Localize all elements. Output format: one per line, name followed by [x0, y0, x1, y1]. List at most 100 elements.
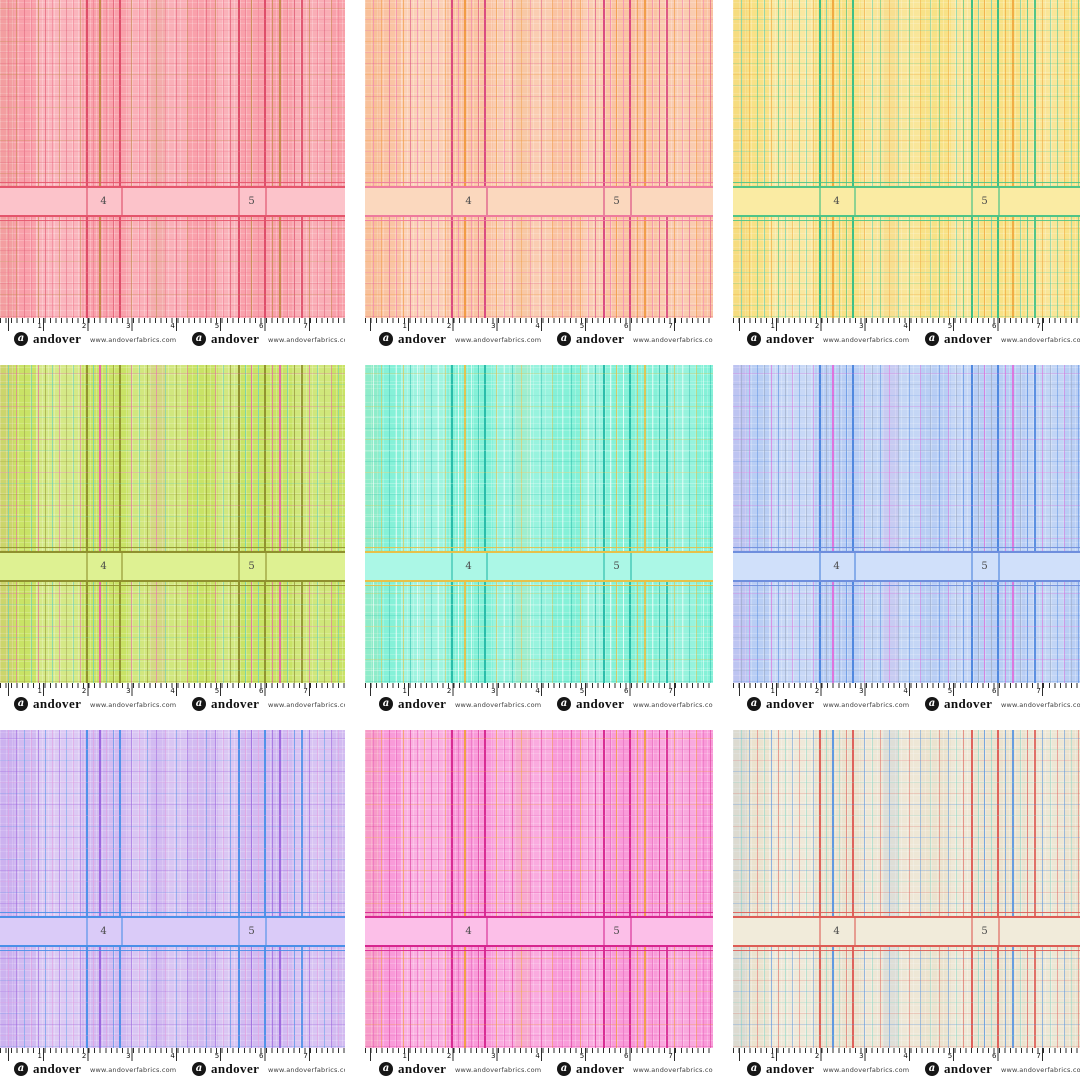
horizontal-stripe [733, 585, 1080, 586]
brand-url-truncated: www.andoverfabrics.co [268, 701, 345, 709]
ruler-number: 7 [668, 322, 673, 330]
vertical-stripe [410, 365, 411, 683]
vertical-stripe [31, 0, 32, 318]
horizontal-stripe [365, 881, 713, 882]
vertical-stripe [119, 365, 121, 683]
fabric-swatch-lavender-purple[interactable]: 4 5 1 2 3 4 5 6 7 a andover www.andoverfabrics… [0, 730, 345, 1078]
horizontal-stripe [733, 892, 1080, 893]
horizontal-stripe [733, 384, 1080, 385]
vertical-stripe [659, 0, 660, 318]
vertical-stripe [1057, 365, 1058, 683]
fabric-swatch-sunshine-yellow[interactable]: 4 5 1 2 3 4 5 6 7 a andover www.andoverfabrics… [733, 0, 1080, 348]
vertical-stripe [629, 365, 631, 683]
vertical-stripe [951, 365, 973, 683]
vertical-stripe [38, 365, 39, 683]
vertical-stripe [206, 365, 207, 683]
horizontal-stripe [733, 250, 1080, 251]
horizontal-stripe [365, 41, 713, 42]
vertical-stripe [872, 0, 873, 318]
vertical-stripe [59, 0, 60, 318]
fabric-swatch-lime-green[interactable]: 4 5 1 2 3 4 5 6 7 a andover www.andoverfabrics… [0, 365, 345, 713]
fabric-swatch-periwinkle-blue[interactable]: 4 5 1 2 3 4 5 6 7 a andover www.andoverfabrics… [733, 365, 1080, 713]
brand-name: andover [33, 1061, 82, 1076]
horizontal-stripe [0, 991, 345, 992]
horizontal-stripe [365, 450, 713, 451]
measure-band: 4 5 [365, 916, 713, 947]
horizontal-stripe [0, 527, 345, 528]
horizontal-stripe [0, 261, 345, 262]
vertical-stripe [832, 0, 834, 318]
horizontal-stripe [0, 272, 345, 273]
vertical-stripe [238, 730, 240, 1048]
vertical-stripe [1057, 0, 1058, 318]
vertical-stripe [521, 0, 522, 318]
brand-name: andover [766, 696, 815, 711]
vertical-stripe [956, 730, 957, 1048]
fabric-pattern: 4 5 [0, 365, 345, 683]
horizontal-stripe [365, 1013, 713, 1014]
fabric-swatch-cream-taupe[interactable]: 4 5 1 2 3 4 5 6 7 a andover www.andoverfabrics… [733, 730, 1080, 1078]
vertical-stripe [610, 730, 611, 1048]
horizontal-stripe [0, 162, 345, 163]
ruler-number: 1 [770, 322, 775, 330]
band-divider [971, 553, 973, 580]
fabric-swatch-aqua-mint[interactable]: 4 5 1 2 3 4 5 6 7 a andover www.andoverfabrics… [365, 365, 713, 713]
vertical-stripe [657, 365, 695, 683]
vertical-stripe [292, 365, 330, 683]
vertical-stripe [131, 0, 132, 318]
horizontal-stripe [0, 417, 345, 418]
vertical-stripe [682, 0, 683, 318]
ruler-number: 3 [859, 1052, 864, 1060]
vertical-stripe [73, 730, 74, 1048]
fabric-swatch-salmon-pink[interactable]: 4 5 1 2 3 4 5 6 7 a andover www.andoverfabrics… [0, 0, 345, 348]
vertical-stripe [603, 365, 605, 683]
vertical-stripe [819, 730, 821, 1048]
horizontal-stripe [365, 859, 713, 860]
band-divider [86, 918, 88, 945]
ruler-number: 5 [947, 687, 953, 695]
horizontal-stripe [733, 85, 1080, 86]
vertical-stripe [710, 0, 711, 318]
vertical-stripe [478, 730, 479, 1048]
vertical-stripe [197, 730, 198, 1048]
band-divider [854, 188, 856, 215]
horizontal-stripe [0, 782, 345, 783]
horizontal-stripe [0, 648, 345, 649]
horizontal-stripe [365, 870, 713, 871]
horizontal-stripe [733, 129, 1080, 130]
vertical-stripe [872, 730, 873, 1048]
horizontal-stripe [733, 74, 1080, 75]
ruler-number: 7 [1036, 1052, 1041, 1060]
horizontal-stripe [733, 1035, 1080, 1036]
brand-url-truncated: www.andoverfabrics.co [268, 336, 345, 344]
vertical-stripe [73, 365, 74, 683]
vertical-stripe [279, 730, 281, 1048]
horizontal-stripe [733, 604, 1080, 605]
horizontal-stripe [733, 483, 1080, 484]
vertical-stripe [99, 365, 101, 683]
vertical-stripe [215, 365, 216, 683]
band-divider [603, 918, 605, 945]
andover-logo-icon: a [747, 1062, 761, 1076]
horizontal-stripe [0, 637, 345, 638]
horizontal-stripe [733, 118, 1080, 119]
vertical-stripe [1012, 730, 1014, 1048]
vertical-stripe [764, 365, 765, 683]
band-divider [86, 553, 88, 580]
horizontal-stripe [365, 637, 713, 638]
fabric-swatch-peach-orange[interactable]: 4 5 1 2 3 4 5 6 7 a andover www.andoverfabrics… [365, 0, 713, 348]
horizontal-stripe [365, 373, 713, 374]
vertical-stripe [689, 0, 690, 318]
horizontal-stripe [0, 305, 345, 306]
vertical-stripe [294, 0, 295, 318]
vertical-stripe [8, 365, 9, 683]
vertical-stripe [187, 365, 188, 683]
ruler-number: 5 [579, 322, 585, 330]
fabric-swatch-hot-pink[interactable]: 4 5 1 2 3 4 5 6 7 a andover www.andoverfabrics… [365, 730, 713, 1078]
brand-name: andover [944, 331, 993, 346]
vertical-stripe [504, 365, 505, 683]
vertical-stripe [16, 0, 17, 318]
vertical-stripe [948, 0, 949, 318]
vertical-stripe [147, 365, 148, 683]
vertical-stripe [324, 365, 325, 683]
